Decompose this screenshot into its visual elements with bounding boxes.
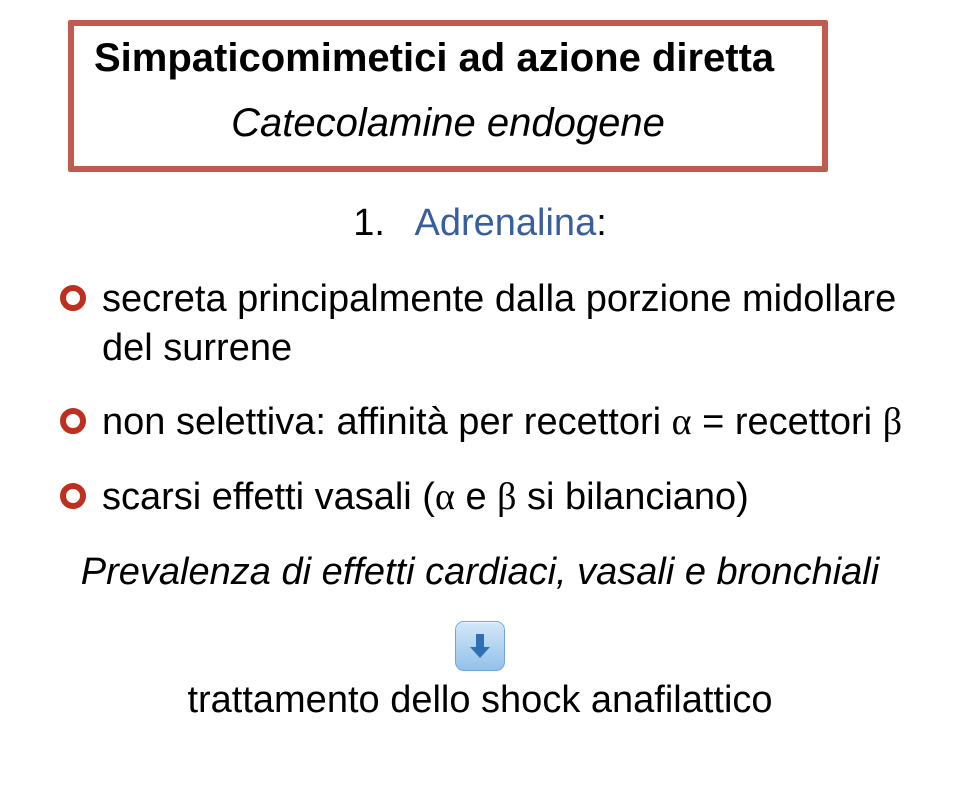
subtitle-number: 1. <box>353 202 385 244</box>
subtitle-label: Adrenalina <box>415 202 597 244</box>
list-item: secreta principalmente dalla porzione mi… <box>60 275 910 372</box>
bullet-text: secreta principalmente dalla porzione mi… <box>102 275 910 372</box>
list-item: non selettiva: affinità per recettori α … <box>60 398 910 447</box>
arrow-down-icon <box>455 621 505 671</box>
ring-bullet-icon <box>60 285 86 311</box>
arrow-row <box>50 621 910 671</box>
final-line: trattamento dello shock anafilattico <box>50 679 910 722</box>
bullet-list: secreta principalmente dalla porzione mi… <box>60 275 910 522</box>
bullet-text: scarsi effetti vasali (α e β si bilancia… <box>102 473 749 522</box>
title-box: Simpaticomimetici ad azione diretta Cate… <box>68 20 828 172</box>
list-item: scarsi effetti vasali (α e β si bilancia… <box>60 473 910 522</box>
title-line-1: Simpaticomimetici ad azione diretta <box>94 36 802 81</box>
subtitle-suffix: : <box>596 202 607 244</box>
summary-line: Prevalenza di effetti cardiaci, vasali e… <box>50 548 910 597</box>
ring-bullet-icon <box>60 483 86 509</box>
bullet-text: non selettiva: affinità per recettori α … <box>102 398 902 447</box>
subtitle: 1. Adrenalina: <box>50 202 910 245</box>
ring-bullet-icon <box>60 408 86 434</box>
title-line-2: Catecolamine endogene <box>94 101 802 146</box>
